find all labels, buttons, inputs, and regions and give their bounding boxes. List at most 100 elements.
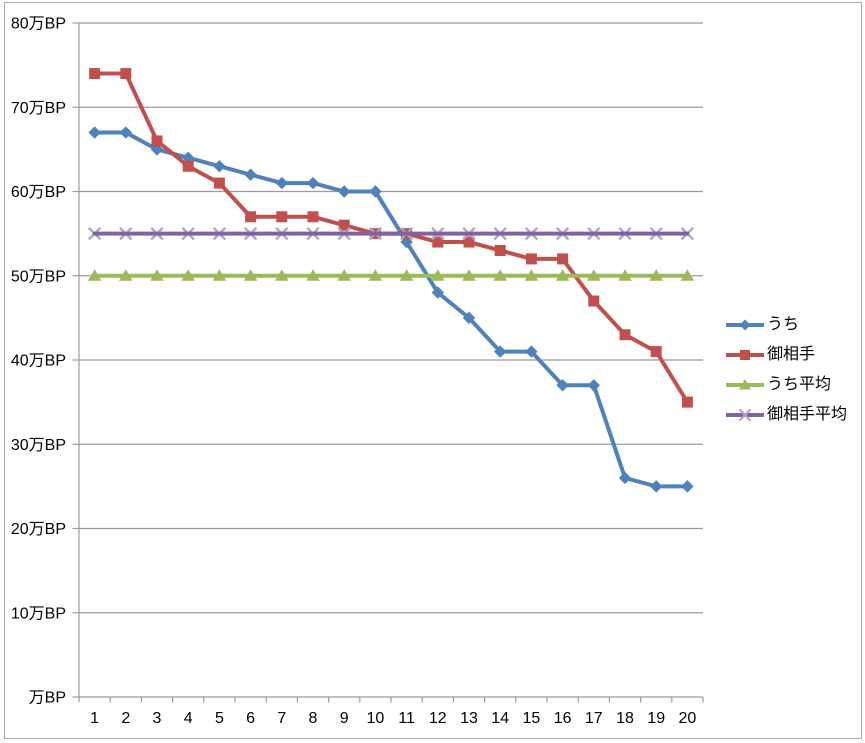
x-axis-label: 16 [554,710,572,727]
data-point-marker-triangle [524,269,539,281]
data-point-marker-diamond [244,168,257,181]
data-point-marker-diamond [275,176,288,190]
x-axis-label: 14 [491,710,509,727]
data-point-marker-triangle [337,269,351,281]
x-axis-label: 15 [523,710,541,727]
y-axis-label: 40万BP [11,353,66,370]
x-axis-label: 10 [367,710,385,727]
data-point-marker-diamond [369,185,382,198]
y-axis-label: 70万BP [11,100,66,117]
y-axis-label: 80万BP [11,16,66,33]
data-point-marker-triangle [150,269,164,281]
data-point-marker-triangle [462,269,476,281]
legend-item-oaite-average[interactable]: 御相手平均 [726,400,847,430]
data-point-marker-triangle [181,269,195,281]
y-axis: 万BP 10万BP 20万BP 30万BP 40万BP 50万BP 60万BP 70万BP 80… [11,16,80,707]
data-point-marker-square [338,219,350,231]
data-point-marker-triangle [431,269,445,281]
data-point-marker-triangle [306,269,320,281]
data-point-marker-diamond [431,286,444,299]
data-point-marker-diamond [88,126,101,139]
x-axis-label: 19 [647,710,665,727]
series-line-uchi[interactable] [92,130,690,489]
data-point-marker-diamond [306,176,320,190]
data-point-marker-diamond [338,185,351,198]
x-axis-label: 12 [429,710,447,727]
legend-marker-square [740,350,750,360]
legend-marker-diamond [739,319,751,331]
series-uchi[interactable] [88,126,694,493]
x-axis-label: 1 [90,710,99,727]
legend-x-icon [726,408,764,422]
legend-label: 御相手 [767,346,816,363]
legend-item-oaite[interactable]: 御相手 [726,340,847,370]
x-axis-label: 17 [585,710,603,727]
x-axis-label: 7 [277,710,286,727]
data-point-marker-square [89,68,101,80]
series-uchi-average[interactable] [87,269,695,281]
data-point-marker-square [463,236,475,248]
legend-label: うち平均 [767,376,832,393]
x-axis-label: 8 [309,710,318,727]
y-axis-label: 60万BP [11,184,66,201]
legend-marker-triangle [739,379,751,390]
data-point-marker-triangle [587,269,601,281]
data-point-marker-triangle [493,269,507,281]
data-point-marker-triangle [87,269,102,281]
data-point-marker-triangle [212,269,227,281]
x-axis-label: 3 [153,710,162,727]
data-point-marker-diamond [150,143,164,156]
x-axis-label: 13 [460,710,478,727]
data-point-marker-diamond [556,379,569,392]
data-point-marker-square [525,253,537,265]
y-axis-label: 20万BP [11,521,66,538]
data-point-marker-diamond [462,311,476,325]
y-axis-label: 30万BP [11,437,66,454]
data-point-marker-triangle [555,269,570,281]
series-oaite[interactable] [89,68,693,408]
legend-square-icon [726,350,764,360]
data-point-marker-triangle [275,269,289,281]
series-markers-uchi-average [87,269,695,281]
data-point-marker-triangle [399,269,414,281]
legend-marker-x [738,408,752,422]
legend-label: 御相手平均 [767,406,848,423]
data-point-marker-square [307,211,319,223]
data-point-marker-square [245,211,257,223]
x-axis-label: 5 [215,710,224,727]
data-point-marker-triangle [368,269,383,281]
x-axis-label: 20 [679,710,697,727]
x-axis-label: 18 [616,710,634,727]
x-axis-label: 2 [121,710,130,727]
series-markers-oaite [89,68,693,408]
data-point-marker-diamond [587,379,600,392]
legend-diamond-icon [726,319,764,331]
data-point-marker-square [650,346,662,358]
data-point-marker-square [619,329,631,341]
data-point-marker-triangle [243,269,258,281]
x-axis: 1 2 3 4 5 6 7 8 9 10 11 12 13 14 15 16 17 18 19 20 [78,696,704,727]
legend: うち御相手うち平均御相手平均 [726,310,847,430]
legend-item-uchi[interactable]: うち [726,310,847,340]
series-markers-uchi [88,126,694,493]
y-axis-label: 10万BP [11,605,66,622]
series-oaite-average[interactable] [87,226,695,241]
data-point-marker-square [182,160,194,172]
legend-label: うち [767,316,800,333]
data-point-marker-diamond [650,480,663,493]
data-point-marker-diamond [618,471,632,485]
data-point-marker-square [681,396,693,408]
data-point-marker-triangle [618,269,632,281]
legend-item-uchi-average[interactable]: うち平均 [726,370,847,400]
data-point-marker-square [151,135,163,147]
data-point-marker-diamond [213,160,226,173]
x-axis-label: 4 [184,710,193,727]
data-point-marker-triangle [680,269,695,281]
data-point-marker-square [557,253,569,265]
data-point-marker-square [494,244,506,256]
x-axis-label: 11 [398,710,415,727]
data-point-marker-diamond [494,345,507,358]
data-point-marker-triangle [649,269,663,281]
